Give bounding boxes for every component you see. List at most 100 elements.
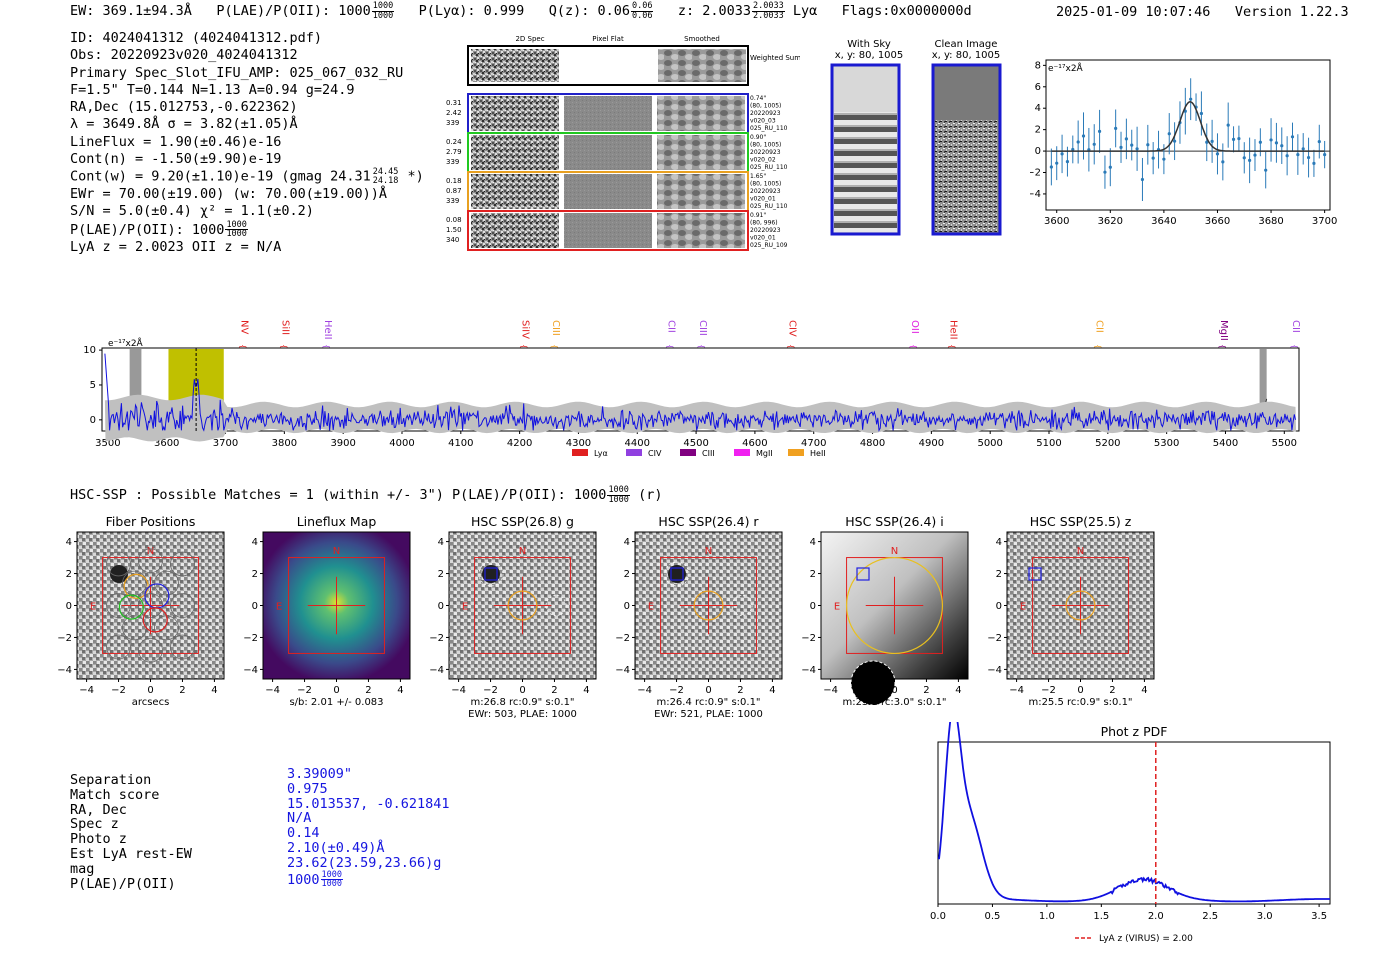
emission-line-tick: { bbox=[909, 344, 918, 349]
neighbor-marker bbox=[1028, 567, 1042, 581]
zoom-point bbox=[1317, 140, 1321, 144]
zoom-ytick-label: −2 bbox=[1030, 168, 1041, 179]
cutout-2d bbox=[471, 96, 559, 131]
hsc-panels: Fiber Positions N E 4 2 0 −2 −4 −4 −2 0 2 4 arcsecs Li… bbox=[57, 514, 1155, 720]
photz-xtick-label: 1.0 bbox=[1039, 911, 1055, 922]
zoom-spectrum-chart: e⁻¹⁷x2Å 8 6 4 2 0 −2 −4 3600 3620 3640 3660 3680 37… bbox=[1030, 59, 1337, 227]
qz-frac: 0.06 0.06 bbox=[630, 1, 654, 21]
zoom-point bbox=[1119, 145, 1123, 149]
noise-envelope bbox=[104, 394, 1297, 442]
spectrum-line bbox=[104, 353, 1296, 432]
east-label: E bbox=[648, 602, 654, 613]
hsc-xtick-label: 4 bbox=[769, 685, 775, 696]
zoom-point bbox=[1103, 170, 1107, 174]
spec-xtick-label: 4500 bbox=[683, 438, 708, 449]
hsc-xtick-label: −2 bbox=[111, 685, 126, 696]
stat-label: Separation bbox=[70, 772, 152, 788]
search-box bbox=[102, 557, 199, 654]
hsc-xtick-label: 2 bbox=[551, 685, 557, 696]
fiber-circle bbox=[138, 593, 163, 618]
zoom-point bbox=[1290, 135, 1295, 139]
photz-curve bbox=[938, 722, 1330, 903]
spec-xtick-label: 5400 bbox=[1213, 438, 1238, 449]
cutout-value: 2.42 bbox=[446, 109, 462, 117]
cutout-smoothed bbox=[657, 96, 745, 131]
fiber-circle bbox=[170, 634, 195, 660]
emission-line-tick: { bbox=[1290, 344, 1299, 349]
zoom-point bbox=[1296, 152, 1300, 157]
hsc-ytick-label: 2 bbox=[624, 569, 630, 580]
bright-neighbor bbox=[482, 565, 500, 583]
emission-line-label: NV bbox=[238, 320, 249, 334]
zoom-ytick-label: 2 bbox=[1035, 125, 1041, 136]
zoom-ytick-label: 0 bbox=[1035, 146, 1041, 157]
cutout-value: 0.08 bbox=[446, 216, 462, 224]
cutout-value: 0.18 bbox=[446, 177, 462, 185]
hsc-ytick-label: 4 bbox=[66, 537, 72, 548]
photz-title: Phot z PDF bbox=[1101, 724, 1168, 739]
zoom-xtick-label: 3620 bbox=[1098, 216, 1123, 227]
hsc-ytick-label: 0 bbox=[252, 601, 258, 612]
zoom-point bbox=[1146, 143, 1150, 147]
cutout-note: 20220923 bbox=[750, 149, 781, 156]
spec-ytick-label: 0 bbox=[90, 415, 96, 426]
flags-value: Flags:0x0000000d bbox=[841, 3, 972, 19]
legend-swatch bbox=[680, 449, 696, 456]
with-sky-title: With Sky bbox=[847, 39, 891, 50]
hsc-ytick-label: 2 bbox=[66, 569, 72, 580]
aperture-circle bbox=[507, 590, 538, 621]
zoom-xtick-label: 3700 bbox=[1312, 216, 1337, 227]
hsc-frame bbox=[634, 531, 783, 680]
spec-unit-label: e⁻¹⁷x2Å bbox=[108, 337, 144, 349]
photz-xtick-label: 2.0 bbox=[1148, 911, 1164, 922]
cutout-2d bbox=[471, 174, 559, 209]
spec-xtick-label: 5500 bbox=[1272, 438, 1297, 449]
zoom-point bbox=[1258, 140, 1262, 144]
hsc-xtick-label: −2 bbox=[855, 685, 870, 696]
info-lyaz: LyA z = 2.0023 OII z = N/A bbox=[70, 239, 282, 256]
match-stats-values: 3.39009" 0.975 15.013537, -0.621841 N/A … bbox=[287, 767, 450, 889]
hsc-frame bbox=[262, 531, 411, 680]
hsc-ytick-label: 0 bbox=[996, 601, 1002, 612]
cutout-note: 025_RU_109 bbox=[750, 242, 788, 249]
neighbor-ellipse bbox=[545, 595, 567, 616]
info-id: ID: 4024041312 (4024041312.pdf) bbox=[70, 30, 322, 46]
hsc-ytick-label: 0 bbox=[624, 601, 630, 612]
cutout-note: 20220923 bbox=[750, 227, 781, 234]
spec-xtick-label: 4200 bbox=[507, 438, 532, 449]
cutout-2d bbox=[471, 213, 559, 248]
emission-line-label: CII bbox=[665, 320, 676, 333]
spec-xtick-label: 4900 bbox=[919, 438, 944, 449]
hsc-caption: s/b: 2.01 +/- 0.083 bbox=[289, 697, 383, 708]
fiber-highlight bbox=[123, 573, 149, 599]
hsc-ytick-label: 0 bbox=[66, 601, 72, 612]
stat-value: 23.62(23.59,23.66)g bbox=[287, 854, 442, 871]
stat-value: 0.14 bbox=[287, 825, 320, 842]
photz-xtick-label: 0.5 bbox=[984, 911, 1000, 922]
zoom-point bbox=[1114, 126, 1118, 131]
photz-xtick-label: 0.0 bbox=[930, 911, 946, 922]
cutout-value: 339 bbox=[446, 158, 459, 166]
zoom-ytick-label: −4 bbox=[1030, 189, 1041, 200]
stat-label: RA, Dec bbox=[70, 801, 127, 818]
spec-data bbox=[104, 348, 1297, 442]
hsc-ytick-label: 4 bbox=[996, 537, 1002, 548]
hsc-xtick-label: 4 bbox=[583, 685, 589, 696]
zoom-point bbox=[1060, 152, 1064, 156]
bright-neighbor bbox=[668, 565, 686, 583]
cutout-flat bbox=[564, 96, 652, 131]
zoom-point bbox=[1248, 158, 1252, 162]
hsc-xtick-label: −2 bbox=[297, 685, 312, 696]
hsc-xtick-label: −4 bbox=[79, 685, 94, 696]
hsc-ytick-label: 4 bbox=[624, 537, 630, 548]
legend-label: Lyα bbox=[594, 449, 608, 458]
cutout-note: (80, 1005) bbox=[750, 103, 781, 110]
hsc-panel-title: HSC SSP(26.8) g bbox=[471, 514, 574, 529]
cutout-value: 340 bbox=[446, 236, 459, 244]
emission-line-tick: { bbox=[665, 344, 674, 349]
cutout-note: v020_03 bbox=[750, 118, 776, 125]
spec-xtick-label: 4700 bbox=[801, 438, 826, 449]
neighbor-ellipse bbox=[731, 595, 753, 616]
cutout-value: 339 bbox=[446, 197, 459, 205]
